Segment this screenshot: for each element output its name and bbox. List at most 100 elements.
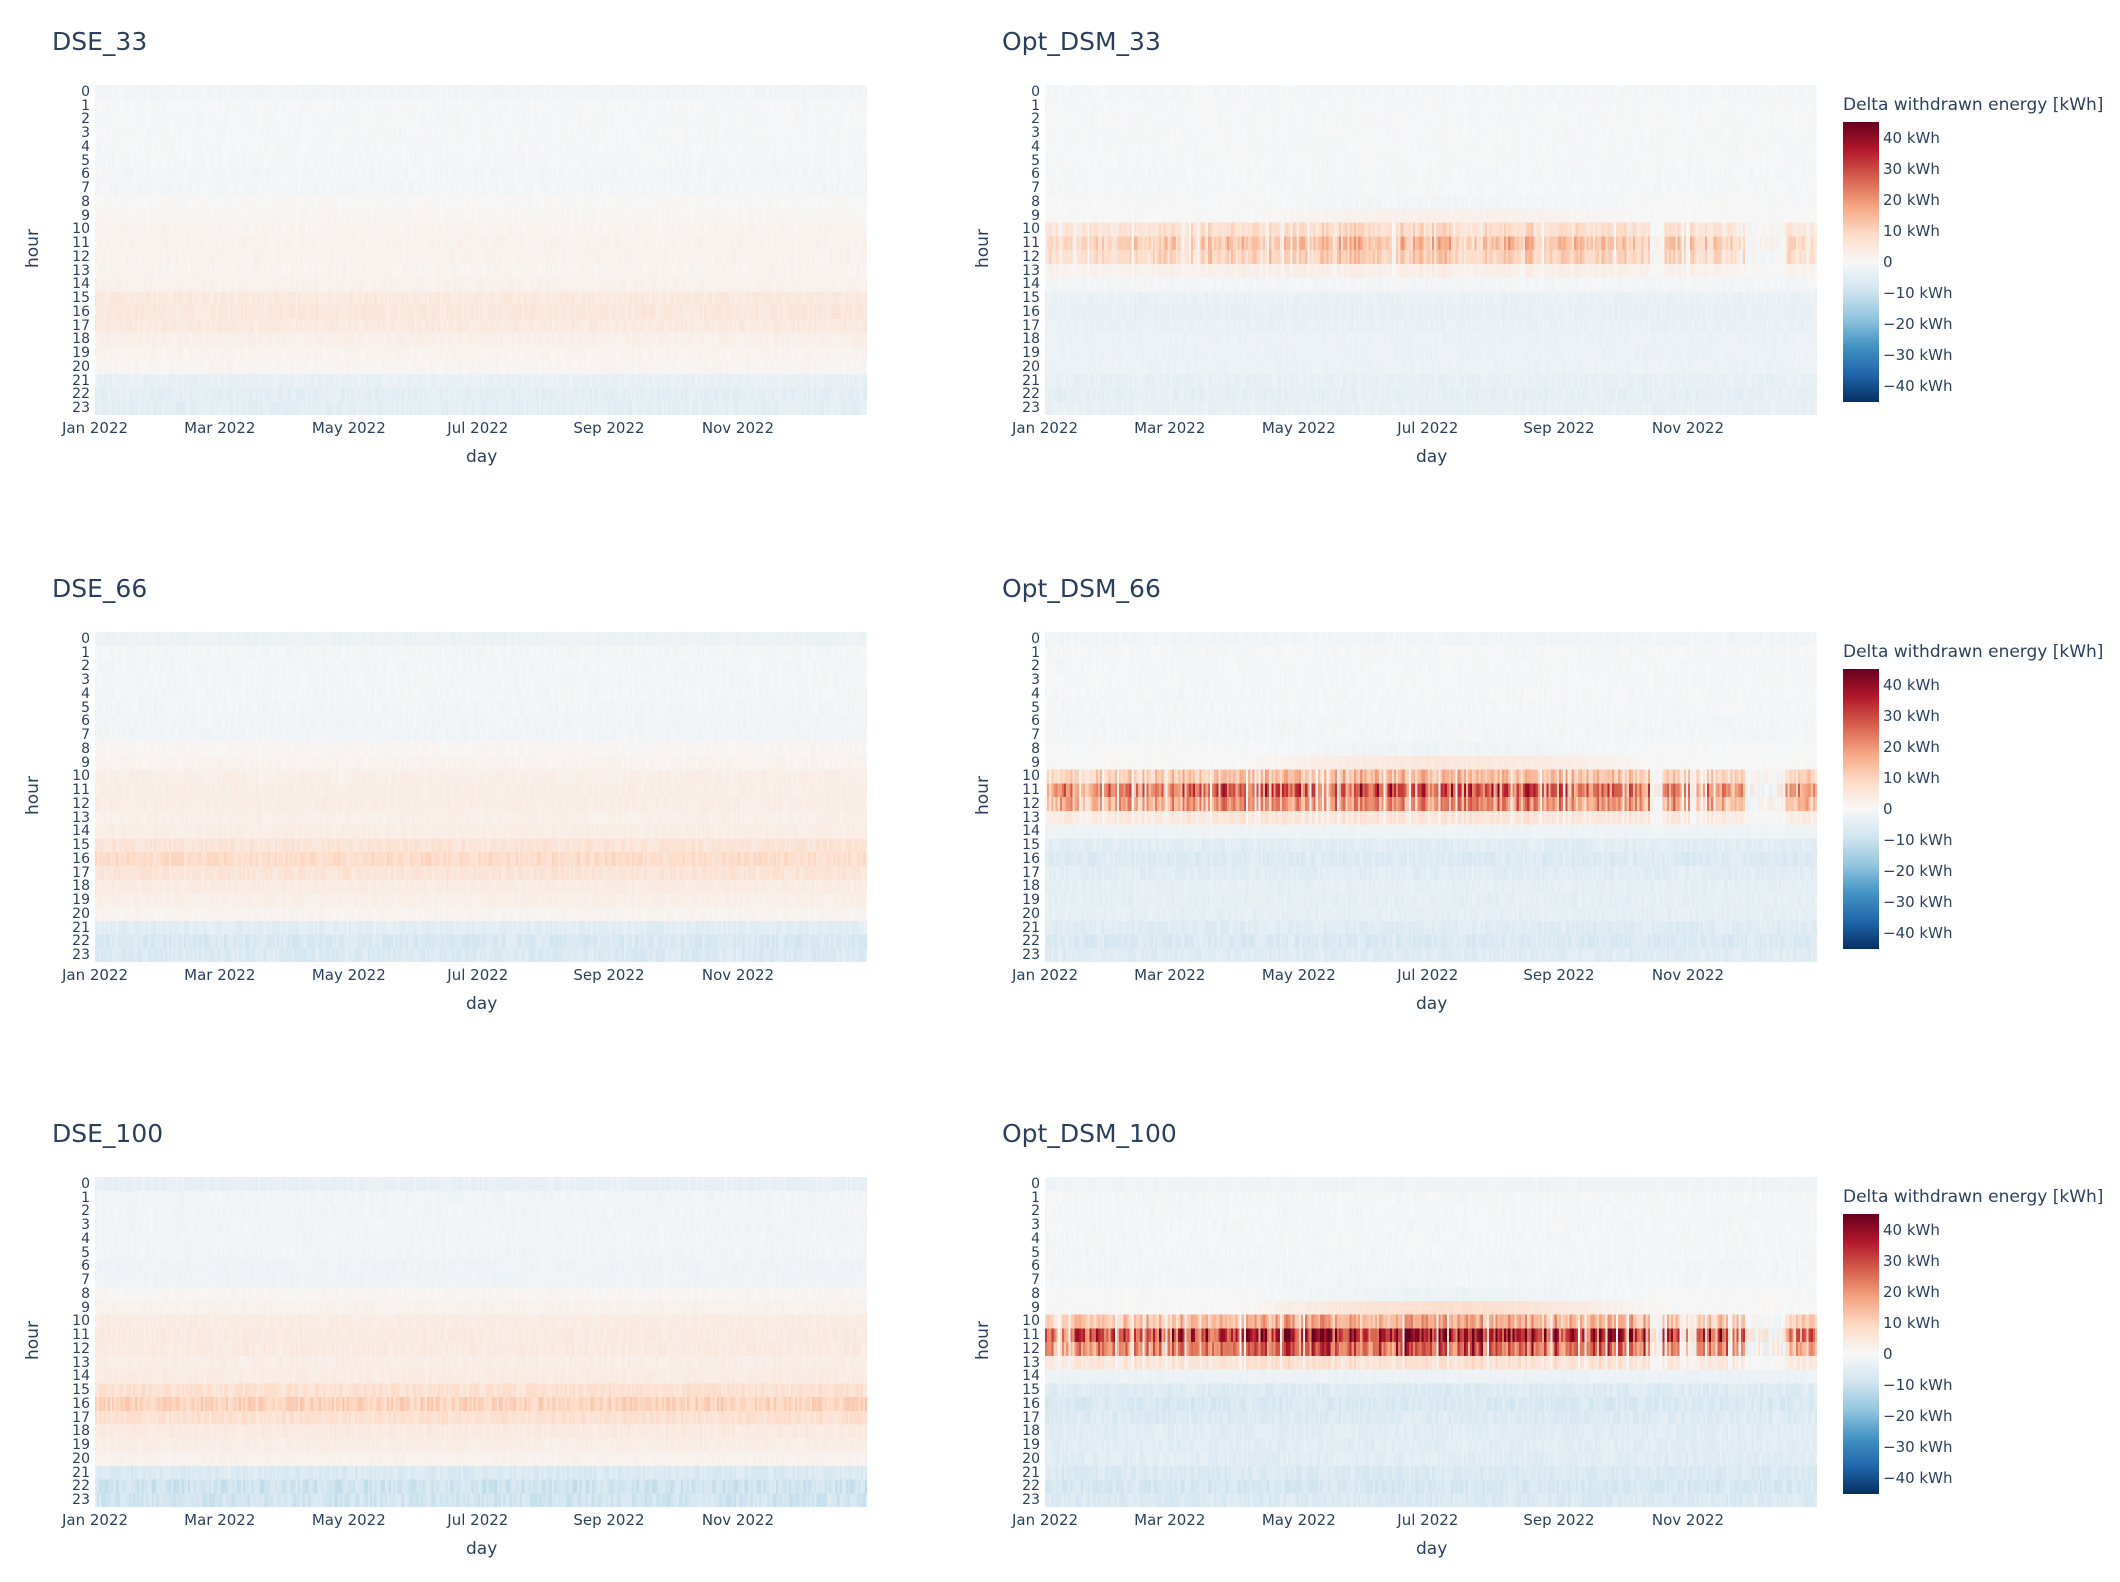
colorbar-tick-label: 20 kWh bbox=[1883, 737, 1940, 756]
x-tick-label: May 2022 bbox=[1261, 419, 1336, 437]
x-axis-title: day bbox=[1416, 1539, 1448, 1559]
x-tick-label: Mar 2022 bbox=[1134, 1511, 1206, 1529]
x-tick-label: Jan 2022 bbox=[1011, 1511, 1079, 1529]
y-tick-label: 12 bbox=[1022, 248, 1040, 265]
y-axis-title: hour bbox=[973, 1321, 993, 1360]
y-tick-label: 14 bbox=[72, 1368, 90, 1385]
y-tick-label: 8 bbox=[81, 193, 90, 210]
y-tick-label: 1 bbox=[81, 1189, 90, 1206]
y-tick-label: 12 bbox=[72, 248, 90, 265]
y-tick-label: 13 bbox=[72, 262, 90, 279]
y-tick-label: 9 bbox=[1031, 1299, 1040, 1316]
y-tick-label: 18 bbox=[1022, 1423, 1040, 1440]
y-tick-label: 9 bbox=[81, 1299, 90, 1316]
y-tick-label: 7 bbox=[81, 180, 90, 197]
y-tick-label: 22 bbox=[72, 386, 90, 403]
y-tick-label: 7 bbox=[81, 1272, 90, 1289]
y-tick-label: 19 bbox=[72, 345, 90, 362]
heatmap-canvas bbox=[95, 632, 867, 962]
y-tick-label: 9 bbox=[1031, 207, 1040, 224]
y-tick-label: 21 bbox=[1022, 1464, 1040, 1481]
panel-title: Opt_DSM_33 bbox=[1002, 27, 1161, 56]
y-tick-label: 22 bbox=[72, 933, 90, 950]
y-tick-label: 12 bbox=[72, 795, 90, 812]
x-tick-label: Nov 2022 bbox=[1651, 1511, 1725, 1529]
colorbar-tick-label: 30 kWh bbox=[1883, 706, 1940, 725]
y-tick-label: 12 bbox=[1022, 1340, 1040, 1357]
y-tick-label: 17 bbox=[1022, 317, 1040, 334]
y-tick-label: 7 bbox=[1031, 727, 1040, 744]
y-tick-label: 1 bbox=[81, 644, 90, 661]
y-tick-label: 13 bbox=[72, 1354, 90, 1371]
y-tick-label: 10 bbox=[72, 768, 90, 785]
colorbar-tick-label: −30 kWh bbox=[1883, 1438, 1953, 1457]
y-tick-label: 1 bbox=[1031, 1189, 1040, 1206]
y-tick-label: 18 bbox=[72, 1423, 90, 1440]
y-tick-label: 5 bbox=[81, 152, 90, 169]
x-axis-title: day bbox=[466, 994, 498, 1014]
colorbar-tick-label: −40 kWh bbox=[1883, 924, 1953, 943]
y-tick-label: 20 bbox=[72, 1450, 90, 1467]
colorbar-tick-label: −40 kWh bbox=[1883, 377, 1953, 396]
colorbar-tick-label: −10 kWh bbox=[1883, 831, 1953, 850]
y-tick-label: 15 bbox=[1022, 837, 1040, 854]
y-tick-label: 6 bbox=[81, 713, 90, 730]
y-tick-label: 23 bbox=[1022, 947, 1040, 964]
x-tick-label: May 2022 bbox=[1261, 966, 1336, 984]
y-tick-label: 10 bbox=[72, 221, 90, 238]
y-axis-title: hour bbox=[23, 1321, 43, 1360]
y-tick-label: 6 bbox=[81, 166, 90, 183]
x-tick-label: May 2022 bbox=[311, 966, 386, 984]
y-tick-label: 16 bbox=[1022, 1395, 1040, 1412]
y-tick-label: 4 bbox=[81, 1230, 90, 1247]
x-tick-label: May 2022 bbox=[311, 1511, 386, 1529]
y-tick-label: 0 bbox=[1031, 83, 1040, 100]
x-tick-label: Jul 2022 bbox=[447, 419, 509, 437]
y-tick-label: 2 bbox=[81, 111, 90, 128]
y-tick-label: 18 bbox=[1022, 331, 1040, 348]
y-tick-label: 2 bbox=[1031, 658, 1040, 675]
y-tick-label: 16 bbox=[72, 850, 90, 867]
y-tick-label: 6 bbox=[81, 1258, 90, 1275]
panel-title: DSE_66 bbox=[52, 574, 148, 603]
y-tick-label: 0 bbox=[81, 630, 90, 647]
y-tick-label: 15 bbox=[72, 290, 90, 307]
y-tick-label: 11 bbox=[72, 1327, 90, 1344]
x-tick-label: Jul 2022 bbox=[447, 966, 509, 984]
colorbar-tick-label: −30 kWh bbox=[1883, 893, 1953, 912]
colorbar-title: Delta withdrawn energy [kWh] bbox=[1843, 1187, 2104, 1207]
y-axis-title: hour bbox=[973, 776, 993, 815]
colorbar-tick-label: 10 kWh bbox=[1883, 1313, 1940, 1332]
y-tick-label: 5 bbox=[81, 699, 90, 716]
y-tick-label: 23 bbox=[72, 947, 90, 964]
y-tick-label: 14 bbox=[1022, 1368, 1040, 1385]
y-tick-label: 7 bbox=[81, 727, 90, 744]
y-tick-label: 18 bbox=[72, 878, 90, 895]
panel-title: Opt_DSM_66 bbox=[1002, 574, 1161, 603]
x-tick-label: Mar 2022 bbox=[184, 1511, 256, 1529]
y-tick-label: 7 bbox=[1031, 1272, 1040, 1289]
panel-title: DSE_33 bbox=[52, 27, 148, 56]
x-tick-label: Sep 2022 bbox=[573, 1511, 645, 1529]
y-tick-label: 3 bbox=[81, 1217, 90, 1234]
y-tick-label: 8 bbox=[81, 740, 90, 757]
colorbar-title: Delta withdrawn energy [kWh] bbox=[1843, 642, 2104, 662]
colorbar-tick-label: 30 kWh bbox=[1883, 1251, 1940, 1270]
y-tick-label: 23 bbox=[72, 1492, 90, 1509]
y-tick-label: 20 bbox=[72, 358, 90, 375]
colorbar-tick-label: 10 kWh bbox=[1883, 221, 1940, 240]
y-tick-label: 15 bbox=[72, 837, 90, 854]
y-tick-label: 5 bbox=[1031, 152, 1040, 169]
x-tick-label: Jan 2022 bbox=[1011, 419, 1079, 437]
y-tick-label: 13 bbox=[1022, 809, 1040, 826]
colorbar-tick-label: 10 kWh bbox=[1883, 768, 1940, 787]
heatmap-canvas bbox=[95, 1177, 867, 1507]
x-tick-label: Jul 2022 bbox=[1397, 966, 1459, 984]
y-tick-label: 19 bbox=[72, 1437, 90, 1454]
x-axis-title: day bbox=[466, 1539, 498, 1559]
y-tick-label: 2 bbox=[1031, 1203, 1040, 1220]
colorbar-tick-label: 40 kWh bbox=[1883, 128, 1940, 147]
y-tick-label: 0 bbox=[81, 83, 90, 100]
y-tick-label: 5 bbox=[1031, 1244, 1040, 1261]
y-tick-label: 3 bbox=[1031, 125, 1040, 142]
